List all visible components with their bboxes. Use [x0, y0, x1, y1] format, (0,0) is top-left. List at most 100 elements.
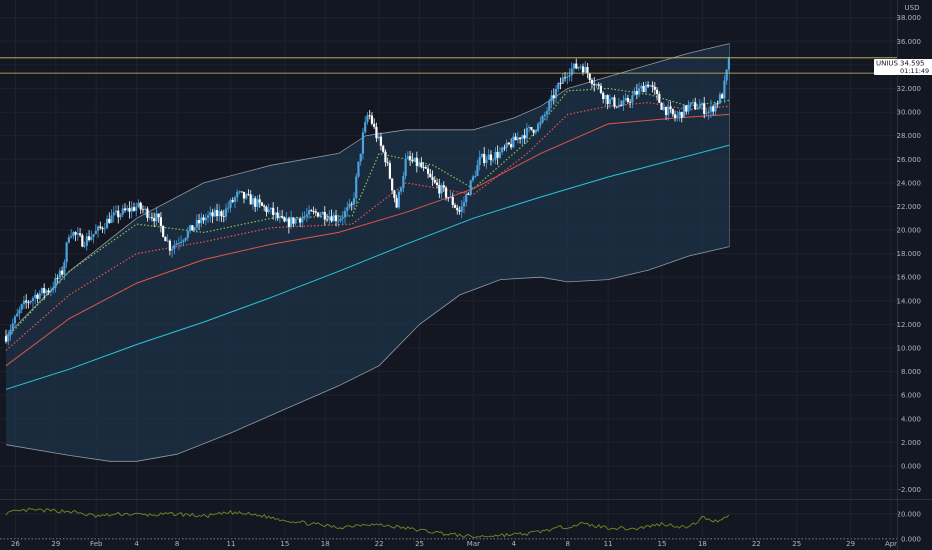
candle-body[interactable] [213, 210, 216, 217]
candle-body[interactable] [193, 227, 196, 231]
candle-body[interactable] [119, 214, 122, 218]
candle-body[interactable] [633, 91, 636, 96]
candle-body[interactable] [11, 323, 14, 330]
candle-body[interactable] [254, 198, 257, 207]
candle-body[interactable] [644, 84, 647, 93]
candle-body[interactable] [204, 217, 207, 221]
horizontal-levels[interactable] [0, 57, 897, 74]
candle-body[interactable] [584, 66, 587, 73]
candle-body[interactable] [200, 217, 203, 224]
candle-body[interactable] [550, 95, 553, 102]
candle-body[interactable] [150, 217, 154, 219]
candle-body[interactable] [588, 73, 591, 80]
candle-body[interactable] [727, 57, 731, 70]
candle-body[interactable] [258, 199, 261, 203]
candle-body[interactable] [703, 103, 706, 114]
candle-body[interactable] [63, 262, 66, 275]
candle-body[interactable] [332, 215, 335, 222]
candle-body[interactable] [74, 232, 77, 235]
candle-body[interactable] [404, 158, 407, 176]
candle-body[interactable] [341, 217, 344, 219]
candle-body[interactable] [67, 237, 70, 243]
candle-body[interactable] [579, 66, 582, 68]
candle-body[interactable] [357, 161, 360, 177]
candle-body[interactable] [222, 216, 225, 218]
candle-body[interactable] [350, 203, 353, 205]
candle-body[interactable] [662, 106, 665, 110]
candle-body[interactable] [651, 85, 654, 87]
candle-body[interactable] [319, 214, 322, 217]
candle-body[interactable] [20, 304, 23, 310]
candle-body[interactable] [76, 233, 79, 235]
candle-body[interactable] [442, 185, 445, 188]
candle-body[interactable] [406, 156, 409, 159]
candle-body[interactable] [22, 300, 26, 305]
candle-body[interactable] [144, 208, 147, 210]
candle-body[interactable] [307, 210, 311, 215]
candle-body[interactable] [310, 210, 313, 212]
candle-body[interactable] [545, 111, 549, 115]
candle-body[interactable] [602, 92, 605, 100]
candle-body[interactable] [162, 226, 165, 237]
candle-body[interactable] [397, 191, 400, 208]
candle-body[interactable] [211, 212, 214, 217]
price-axis[interactable]: -2.000 0.000 2.000 4.000 6.000 8.000 10.000 12.… [897, 14, 922, 494]
candle-body[interactable] [485, 159, 488, 163]
candle-body[interactable] [146, 208, 149, 218]
candle-body[interactable] [496, 151, 499, 158]
candle-body[interactable] [299, 218, 302, 223]
candle-body[interactable] [476, 165, 479, 177]
candle-body[interactable] [543, 114, 546, 117]
candle-body[interactable] [56, 277, 59, 279]
candle-body[interactable] [4, 336, 8, 342]
candle-body[interactable] [45, 290, 48, 294]
candle-body[interactable] [168, 240, 171, 251]
candle-body[interactable] [135, 206, 138, 211]
candle-body[interactable] [128, 208, 131, 212]
candle-body[interactable] [260, 202, 264, 206]
candle-body[interactable] [220, 211, 223, 217]
candle-body[interactable] [577, 66, 580, 69]
candle-body[interactable] [640, 86, 643, 89]
candle-body[interactable] [103, 228, 106, 230]
candle-body[interactable] [182, 240, 185, 242]
candle-body[interactable] [36, 294, 39, 299]
candle-body[interactable] [444, 187, 448, 198]
candle-body[interactable] [604, 95, 607, 100]
candle-body[interactable] [339, 218, 342, 221]
candle-body[interactable] [285, 218, 288, 222]
candle-body[interactable] [117, 210, 120, 218]
candle-body[interactable] [417, 162, 421, 167]
candle-body[interactable] [469, 180, 472, 195]
candle-body[interactable] [305, 214, 308, 217]
candle-body[interactable] [330, 216, 333, 222]
candle-body[interactable] [624, 97, 627, 101]
candle-body[interactable] [34, 294, 37, 299]
candle-body[interactable] [716, 103, 719, 105]
candle-body[interactable] [224, 208, 228, 217]
candle-body[interactable] [698, 105, 701, 109]
candle-body[interactable] [164, 236, 167, 242]
candle-body[interactable] [388, 163, 392, 179]
candle-body[interactable] [593, 83, 596, 86]
candle-body[interactable] [453, 204, 457, 208]
candle-body[interactable] [709, 106, 713, 112]
candle-body[interactable] [40, 288, 44, 294]
candle-body[interactable] [523, 135, 526, 139]
candle-body[interactable] [195, 220, 198, 228]
candle-body[interactable] [249, 194, 252, 205]
candle-body[interactable] [548, 101, 551, 112]
candle-body[interactable] [712, 106, 715, 112]
candle-body[interactable] [516, 137, 519, 141]
candle-body[interactable] [669, 106, 672, 109]
candle-body[interactable] [680, 112, 683, 118]
candle-body[interactable] [175, 243, 178, 246]
candle-body[interactable] [606, 95, 609, 105]
candle-body[interactable] [409, 156, 412, 160]
candle-body[interactable] [348, 203, 351, 208]
candle-body[interactable] [462, 202, 466, 207]
candle-body[interactable] [90, 236, 93, 241]
candle-body[interactable] [94, 230, 97, 235]
candle-body[interactable] [687, 104, 690, 112]
candle-body[interactable] [153, 218, 156, 222]
